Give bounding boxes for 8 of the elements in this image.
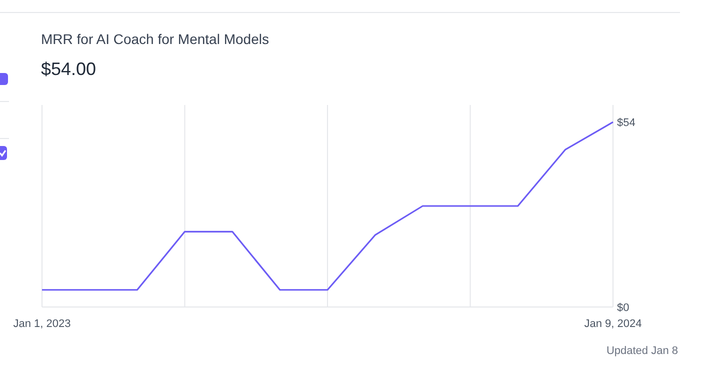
x-tick-label: Jan 1, 2023 — [13, 318, 71, 330]
text: Updated Jan 8 — [606, 345, 678, 357]
y-tick-label: $54 — [617, 116, 636, 129]
x-tick-label: Jan 9, 2024 — [584, 318, 642, 330]
chart-title: MRR for AI Coach for Mental Models — [41, 31, 269, 47]
line-series — [41, 121, 614, 291]
chart-subtitle: $54.00 — [41, 59, 96, 79]
y-tick-label: $0 — [617, 302, 630, 314]
